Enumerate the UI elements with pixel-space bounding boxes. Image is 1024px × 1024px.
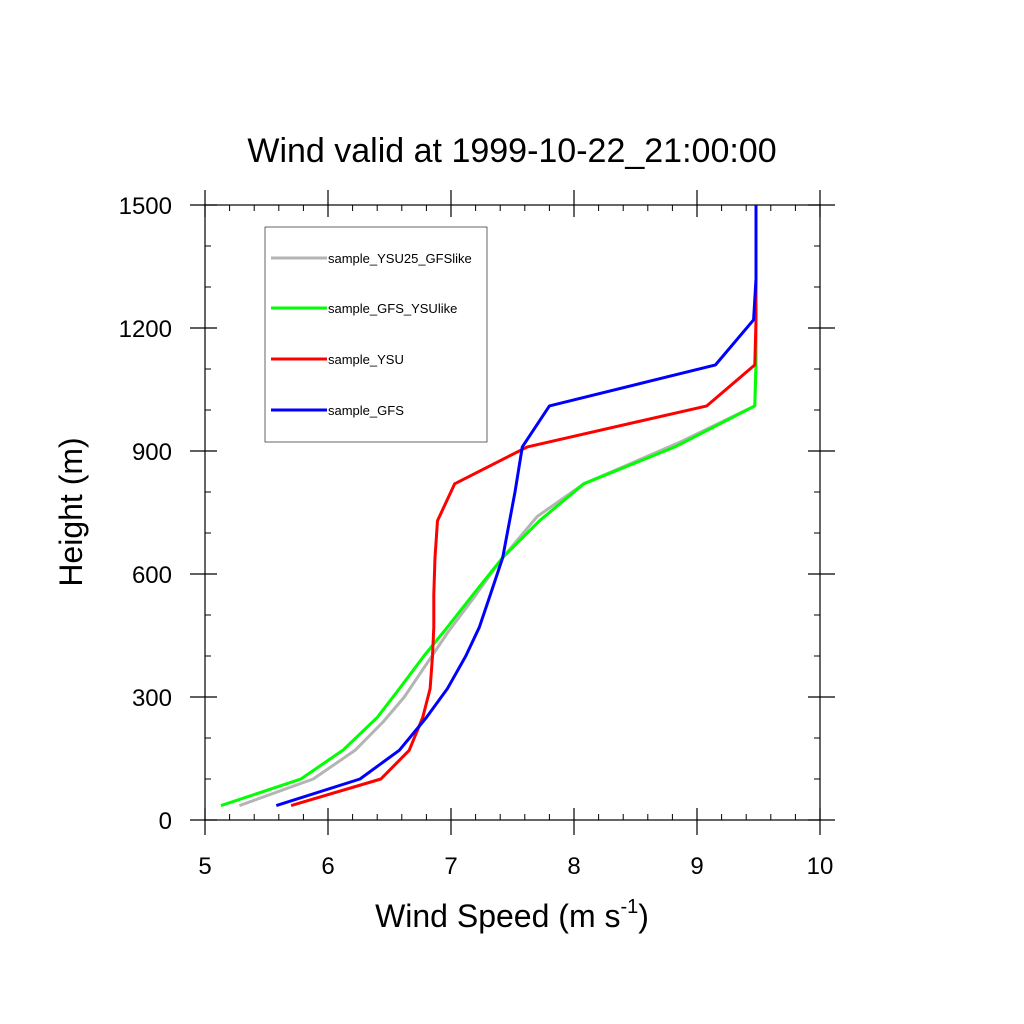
series-line-sample_GFS — [275, 205, 758, 808]
chart-title: Wind valid at 1999-10-22_21:00:00 — [247, 132, 776, 170]
y-tick-label: 1200 — [119, 316, 172, 343]
legend-label-sample_YSU25_GFSlike: sample_YSU25_GFSlike — [328, 251, 472, 266]
series-lines — [220, 205, 758, 808]
y-tick-label: 1500 — [119, 193, 172, 220]
x-tick-label: 8 — [567, 853, 580, 880]
plot-frame — [204, 204, 821, 821]
plot-area: 5 6 7 8 9 10 0 300 600 900 1200 1500 — [119, 190, 835, 880]
y-tick-label: 900 — [132, 439, 172, 466]
y-axis-label: Height (m) — [53, 437, 89, 586]
legend-box — [264, 226, 488, 443]
legend-label-sample_GFS: sample_GFS — [328, 403, 404, 418]
x-tick-label: 10 — [807, 853, 834, 880]
x-tick-label: 5 — [198, 853, 211, 880]
y-tick-labels: 0 300 600 900 1200 1500 — [119, 193, 172, 835]
series-line-sample_YSU — [290, 205, 758, 808]
x-axis-label-main: Wind Speed (m s — [375, 898, 620, 934]
legend-label-sample_GFS_YSUlike: sample_GFS_YSUlike — [328, 301, 457, 316]
x-tick-label: 7 — [444, 853, 457, 880]
y-tick-label: 0 — [159, 808, 172, 835]
legend-label-sample_YSU: sample_YSU — [328, 352, 404, 367]
y-tick-label: 600 — [132, 562, 172, 589]
x-tick-labels: 5 6 7 8 9 10 — [198, 853, 833, 880]
y-tick-label: 300 — [132, 685, 172, 712]
x-axis-label-close: ) — [638, 898, 649, 934]
x-axis-label: Wind Speed (m s-1) — [375, 896, 649, 934]
major-ticks — [190, 190, 835, 835]
x-tick-label: 9 — [690, 853, 703, 880]
legend: sample_YSU25_GFSlike sample_GFS_YSUlikesa… — [264, 226, 488, 443]
x-axis-label-superscript: -1 — [620, 896, 638, 918]
series-line-sample_GFS_YSUlike — [220, 205, 758, 808]
x-tick-label: 6 — [321, 853, 334, 880]
